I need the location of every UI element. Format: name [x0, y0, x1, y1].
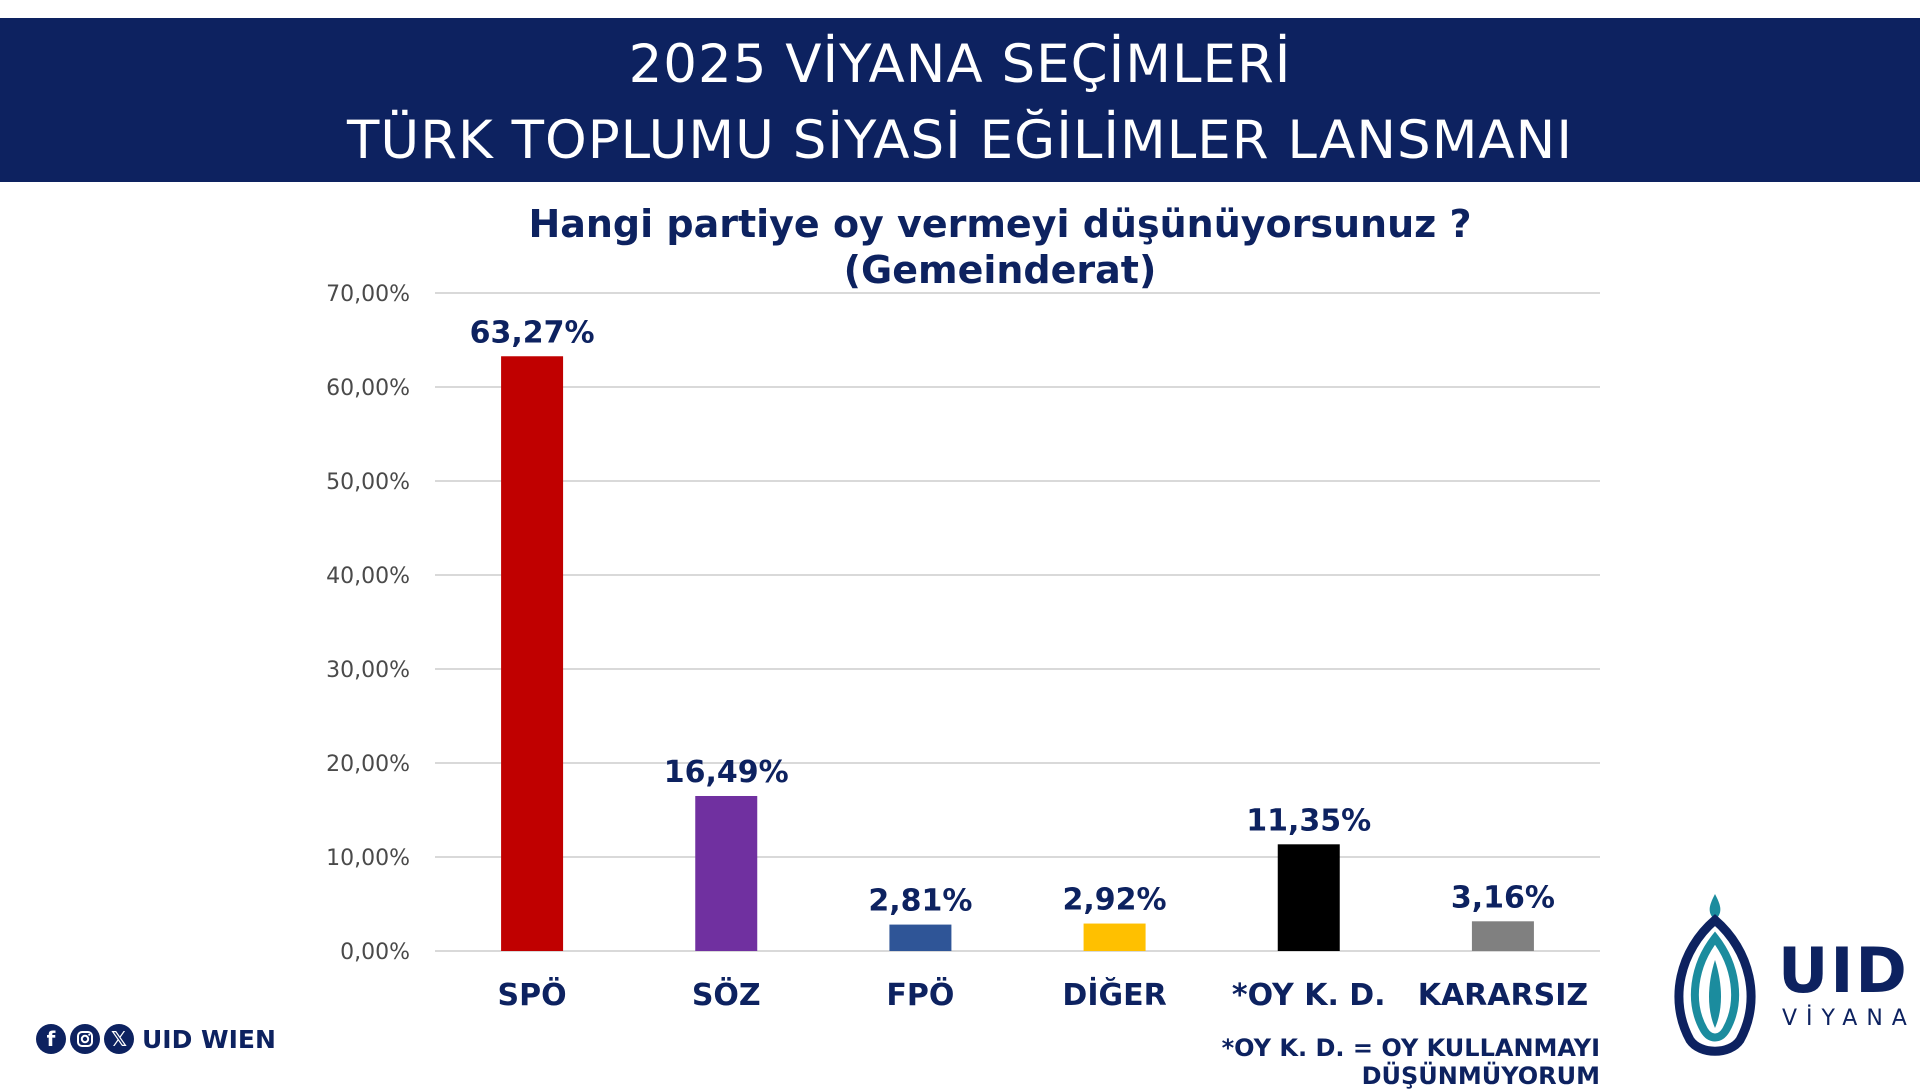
- bar-value-label: 16,49%: [664, 755, 789, 790]
- x-category-label: SÖZ: [692, 976, 761, 1013]
- chart-title: Hangi partiye oy vermeyi düşünüyorsunuz …: [528, 202, 1472, 246]
- bar-value-label: 63,27%: [470, 315, 595, 350]
- bar: [695, 795, 758, 951]
- bars: [501, 356, 1534, 952]
- x-category-label: SPÖ: [498, 976, 567, 1013]
- bar: [1277, 844, 1340, 951]
- y-tick-label: 20,00%: [326, 752, 410, 777]
- bar: [889, 924, 952, 951]
- uid-logo: UID VİYANA: [1660, 890, 1910, 1060]
- y-tick-label: 50,00%: [326, 470, 410, 495]
- bar-value-label: 2,92%: [1063, 883, 1167, 918]
- header-title-line1: 2025 VİYANA SEÇİMLERİ: [628, 34, 1292, 95]
- bar: [1083, 923, 1146, 951]
- social-links: f 𝕏 UID WIEN: [36, 1022, 276, 1056]
- header-title-line2: TÜRK TOPLUMU SİYASİ EĞİLİMLER LANSMANI: [347, 110, 1573, 171]
- footnote: *OY K. D. = OY KULLANMAYI DÜŞÜNMÜYORUM: [1221, 1034, 1600, 1090]
- y-tick-label: 60,00%: [326, 376, 410, 401]
- logo-wordmark: UID: [1778, 934, 1909, 1007]
- bar-value-label: 2,81%: [868, 884, 972, 919]
- bar: [1471, 921, 1534, 951]
- y-tick-label: 10,00%: [326, 846, 410, 871]
- bar-value-label: 11,35%: [1246, 803, 1371, 838]
- y-tick-label: 0,00%: [340, 940, 410, 965]
- x-category-label: FPÖ: [886, 976, 954, 1013]
- chart-subtitle: (Gemeinderat): [843, 248, 1157, 292]
- gridlines: [435, 292, 1600, 952]
- y-tick-label: 40,00%: [326, 564, 410, 589]
- y-axis-ticks: 0,00% 10,00% 20,00% 30,00% 40,00% 50,00% 60,00…: [326, 282, 410, 965]
- header-banner: 2025 VİYANA SEÇİMLERİ TÜRK TOPLUMU SİYAS…: [0, 18, 1920, 182]
- logo-subtext: VİYANA: [1782, 1006, 1916, 1031]
- instagram-icon[interactable]: [70, 1024, 100, 1054]
- x-category-label: KARARSIZ: [1418, 978, 1588, 1013]
- x-category-label: DİĞER: [1062, 976, 1166, 1013]
- x-axis-categories: SPÖ SÖZ FPÖ DİĞER *OY K. D. KARARSIZ: [498, 976, 1589, 1013]
- tulip-logo-icon: [1674, 894, 1756, 1056]
- x-icon[interactable]: 𝕏: [104, 1024, 134, 1054]
- y-tick-label: 70,00%: [326, 282, 410, 307]
- bar: [501, 356, 564, 952]
- bar-value-label: 3,16%: [1451, 880, 1555, 915]
- data-labels: 63,27% 16,49% 2,81% 2,92% 11,35% 3,16%: [470, 315, 1555, 918]
- y-tick-label: 30,00%: [326, 658, 410, 683]
- social-handle: UID WIEN: [142, 1024, 276, 1054]
- facebook-icon[interactable]: f: [36, 1024, 66, 1054]
- x-category-label: *OY K. D.: [1232, 978, 1386, 1013]
